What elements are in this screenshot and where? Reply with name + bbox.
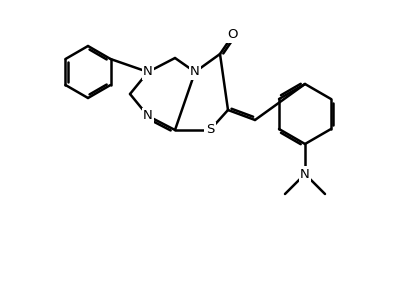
Text: S: S <box>205 124 214 136</box>
Text: N: N <box>300 168 309 180</box>
Text: O: O <box>227 28 238 41</box>
Text: N: N <box>143 109 152 122</box>
Text: N: N <box>143 65 152 78</box>
Text: N: N <box>190 65 199 78</box>
